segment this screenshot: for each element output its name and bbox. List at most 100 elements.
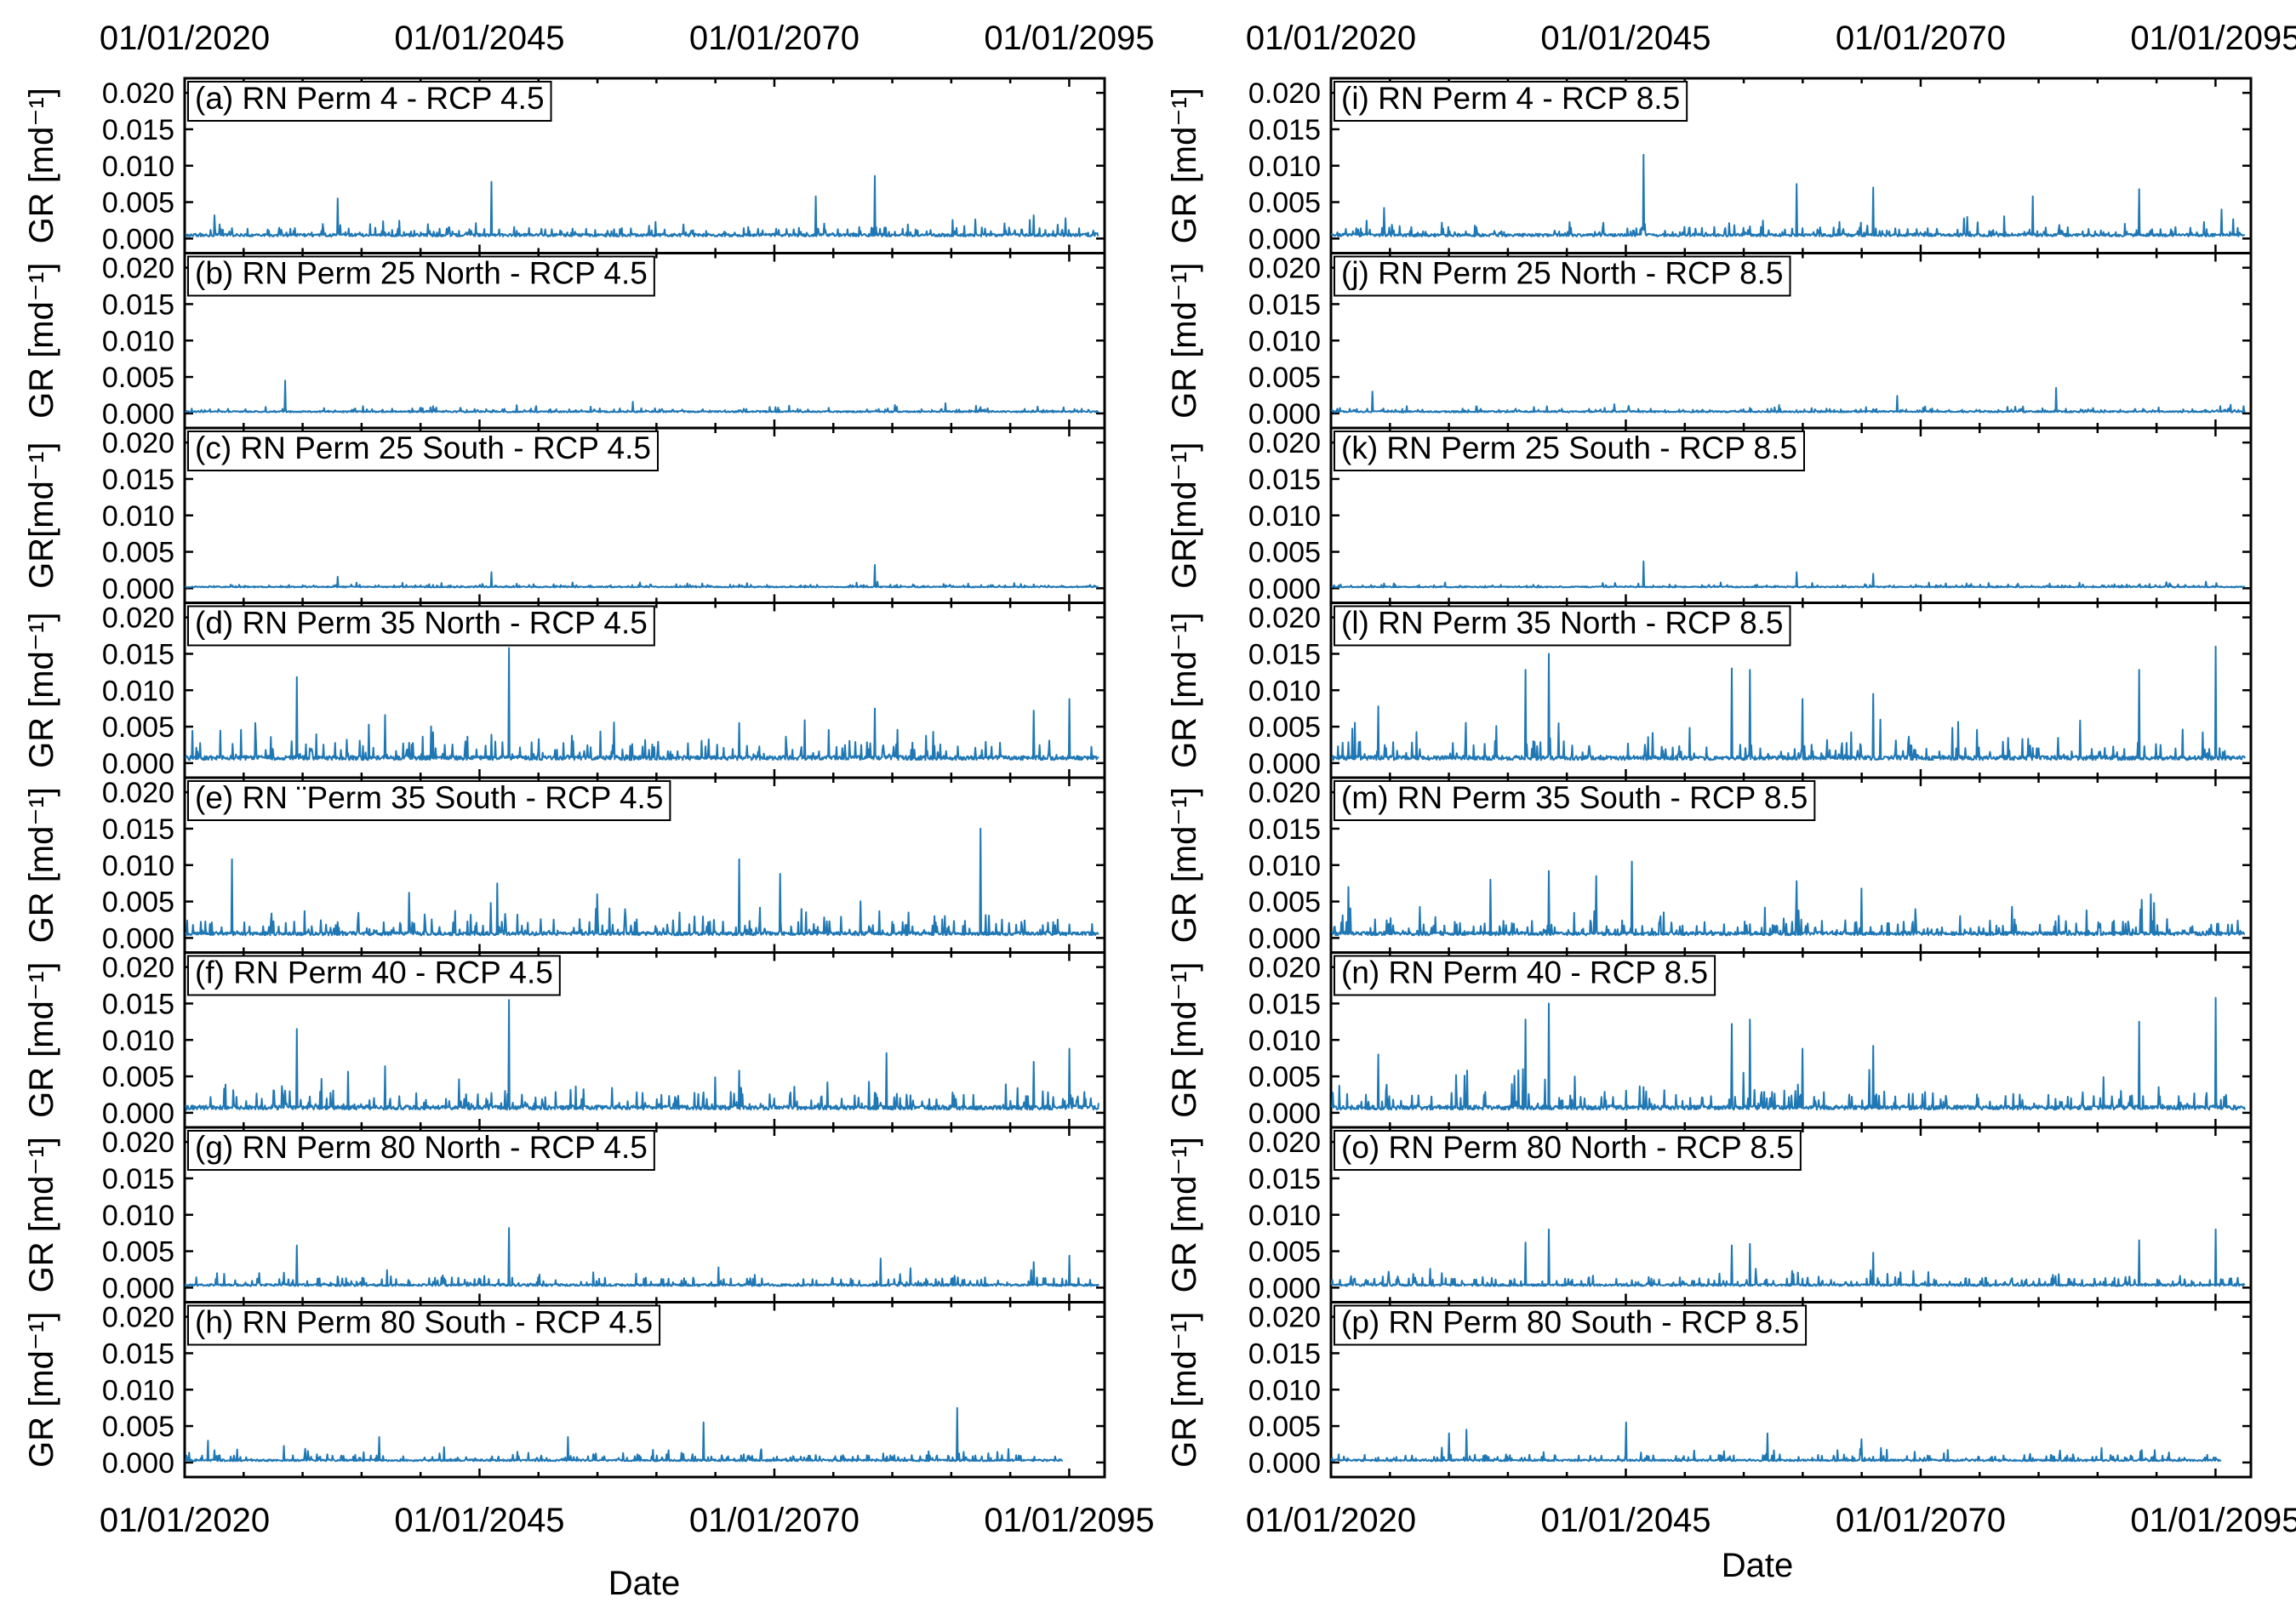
- series-line-i: [1330, 153, 2246, 237]
- series-line-d: [184, 647, 1099, 762]
- y-tick-label: 0.015: [1248, 1163, 1321, 1195]
- panel-title-box: [187, 431, 659, 471]
- y-tick-label: 0.010: [102, 325, 174, 357]
- y-tick-label: 0.020: [102, 253, 174, 285]
- y-tick-label: 0.000: [1248, 398, 1321, 431]
- y-tick-label: 0.015: [102, 1338, 174, 1370]
- y-tick-label: 0.015: [1248, 813, 1321, 846]
- y-tick-label: 0.000: [102, 573, 174, 605]
- y-tick-label: 0.010: [1248, 151, 1321, 183]
- panel-title-box: [187, 605, 655, 647]
- y-tick-label: 0.020: [1248, 1302, 1321, 1334]
- y-tick-label: 0.005: [102, 711, 174, 744]
- y-tick-label: 0.020: [102, 77, 174, 110]
- y-tick-label: 0.020: [1248, 777, 1321, 809]
- series-line-j: [1330, 386, 2246, 414]
- y-axis-title: GR [md⁻¹]: [23, 1312, 60, 1468]
- y-tick-label: 0.010: [102, 675, 174, 707]
- bottom-date-tick-label: 01/01/2070: [689, 1502, 860, 1539]
- panel-title-g: (g) RN Perm 80 North - RCP 4.5: [195, 1130, 648, 1165]
- y-tick-label: 0.005: [102, 187, 174, 220]
- panel-title-f: (f) RN Perm 40 - RCP 4.5: [195, 955, 553, 990]
- panel-title-box: [1334, 955, 1716, 996]
- y-tick-label: 0.015: [102, 1163, 174, 1195]
- y-tick-label: 0.000: [1248, 1447, 1321, 1480]
- y-tick-label: 0.020: [1248, 427, 1321, 459]
- panel-title-box: [187, 81, 552, 122]
- y-tick-label: 0.010: [102, 1200, 174, 1232]
- panel-title-box: [1334, 1130, 1802, 1171]
- panel-title-n: (n) RN Perm 40 - RCP 8.5: [1341, 955, 1708, 990]
- y-tick-label: 0.000: [102, 1447, 174, 1480]
- y-tick-label: 0.000: [1248, 573, 1321, 605]
- y-tick-label: 0.000: [102, 1272, 174, 1304]
- panel-title-box: [187, 955, 561, 996]
- series-line-b: [184, 379, 1099, 414]
- panel-title-box: [1334, 780, 1816, 821]
- bottom-date-tick-label: 01/01/2045: [1540, 1502, 1711, 1539]
- y-tick-label: 0.010: [1248, 675, 1321, 707]
- y-tick-label: 0.010: [1248, 1374, 1321, 1406]
- bottom-date-tick-label: 01/01/2095: [984, 1502, 1154, 1539]
- y-tick-label: 0.010: [1248, 500, 1321, 533]
- y-axis-title: GR [md⁻¹]: [23, 263, 60, 419]
- y-tick-label: 0.020: [102, 952, 174, 984]
- series-line-h: [184, 1406, 1064, 1463]
- y-tick-label: 0.020: [102, 777, 174, 809]
- y-axis-title: GR [md⁻¹]: [23, 88, 60, 243]
- y-tick-label: 0.005: [102, 1236, 174, 1269]
- y-tick-label: 0.005: [1248, 1411, 1321, 1443]
- series-line-f: [184, 999, 1099, 1111]
- y-axis-title: GR [md⁻¹]: [23, 787, 60, 943]
- y-tick-label: 0.015: [1248, 988, 1321, 1020]
- y-tick-label: 0.015: [102, 638, 174, 670]
- y-tick-label: 0.005: [102, 1061, 174, 1093]
- panel-title-b: (b) RN Perm 25 North - RCP 4.5: [195, 256, 648, 291]
- y-tick-label: 0.020: [102, 427, 174, 459]
- y-tick-label: 0.005: [102, 362, 174, 394]
- y-tick-label: 0.020: [1248, 952, 1321, 984]
- y-tick-label: 0.000: [102, 922, 174, 955]
- top-date-tick-label: 01/01/2020: [100, 20, 270, 57]
- y-tick-label: 0.005: [1248, 537, 1321, 569]
- panel-title-d: (d) RN Perm 35 North - RCP 4.5: [195, 606, 648, 641]
- bottom-date-tick-label: 01/01/2070: [1836, 1502, 2006, 1539]
- y-axis-title: GR [md⁻¹]: [1166, 263, 1203, 419]
- panel-title-l: (l) RN Perm 35 North - RCP 8.5: [1341, 606, 1784, 641]
- y-tick-label: 0.015: [102, 988, 174, 1020]
- y-tick-label: 0.010: [1248, 325, 1321, 357]
- series-line-k: [1331, 560, 2246, 589]
- panel-title-box: [1334, 1304, 1808, 1346]
- y-axis-title: GR[md⁻¹]: [23, 442, 60, 589]
- panel-title-box: [187, 255, 655, 297]
- panel-title-box: [1334, 431, 1805, 471]
- y-tick-label: 0.010: [102, 500, 174, 533]
- y-tick-label: 0.005: [1248, 1236, 1321, 1269]
- panel-title-c: (c) RN Perm 25 South - RCP 4.5: [195, 431, 651, 465]
- y-tick-label: 0.005: [1248, 1061, 1321, 1093]
- y-tick-label: 0.000: [102, 1098, 174, 1130]
- x-axis-title: Date: [608, 1565, 681, 1602]
- y-tick-label: 0.020: [1248, 77, 1321, 110]
- panel-title-box: [1334, 255, 1791, 297]
- y-tick-label: 0.015: [102, 288, 174, 321]
- y-axis-title: GR [md⁻¹]: [1166, 88, 1203, 243]
- series-line-p: [1330, 1421, 2222, 1463]
- series-line-m: [1331, 860, 2246, 937]
- y-tick-label: 0.010: [102, 151, 174, 183]
- y-tick-label: 0.000: [1248, 223, 1321, 255]
- panel-title-box: [187, 780, 671, 821]
- top-date-tick-label: 01/01/2095: [984, 20, 1154, 57]
- y-tick-label: 0.010: [1248, 1024, 1321, 1057]
- top-date-tick-label: 01/01/2020: [1246, 20, 1416, 57]
- series-line-a: [185, 174, 1099, 237]
- panel-title-a: (a) RN Perm 4 - RCP 4.5: [195, 81, 545, 116]
- y-tick-label: 0.020: [1248, 602, 1321, 635]
- y-tick-label: 0.015: [102, 114, 174, 146]
- top-date-tick-label: 01/01/2045: [394, 20, 564, 57]
- y-tick-label: 0.010: [1248, 850, 1321, 882]
- y-tick-label: 0.015: [1248, 1338, 1321, 1370]
- y-tick-label: 0.000: [102, 223, 174, 255]
- y-tick-label: 0.015: [102, 813, 174, 846]
